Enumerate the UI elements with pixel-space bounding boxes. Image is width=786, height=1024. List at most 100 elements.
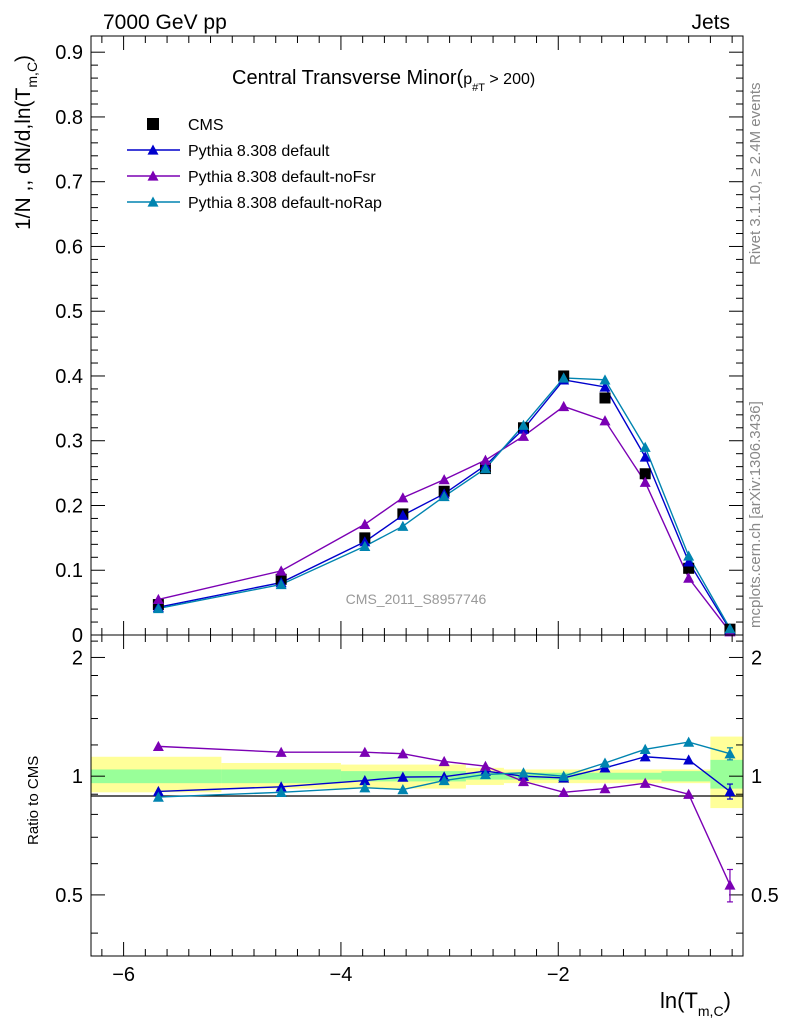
ratio-data-point bbox=[359, 782, 371, 793]
main-y-tick-label: 0.6 bbox=[55, 236, 83, 258]
ratio-data-point bbox=[724, 785, 736, 797]
main-y-tick-label: 0.2 bbox=[55, 495, 83, 517]
ratio-band-inner bbox=[710, 759, 743, 789]
ratio-series-line bbox=[158, 741, 731, 798]
mc-data-point bbox=[438, 474, 450, 485]
mc-data-point bbox=[359, 518, 371, 529]
mc-data-point bbox=[683, 550, 695, 561]
mc-data-point bbox=[152, 602, 164, 614]
ratio-data-point bbox=[639, 777, 651, 788]
ratio-data-point bbox=[639, 743, 651, 754]
main-y-tick-label: 0.9 bbox=[55, 42, 83, 64]
mc-data-point bbox=[479, 454, 491, 465]
ratio-y-tick-label-right: 0.5 bbox=[751, 885, 779, 907]
rivet-label: Rivet 3.1.10, ≥ 2.4M events bbox=[747, 83, 764, 266]
plot-title: Central Transverse Minor(p#T > 200) bbox=[232, 67, 535, 94]
mc-data-point bbox=[479, 463, 491, 474]
mc-data-point bbox=[599, 374, 611, 385]
ratio-band-inner bbox=[661, 771, 711, 782]
ratio-y-tick-label-left: 2 bbox=[72, 647, 83, 669]
ratio-frame bbox=[90, 634, 744, 957]
mc-data-point bbox=[359, 540, 371, 551]
ratio-panel: 0.5 0.5 1 1 2 2 −6 −4 −2 Ratio to CMS bbox=[25, 634, 779, 986]
main-y-tick-label: 0.8 bbox=[55, 107, 83, 129]
legend: CMS Pythia 8.308 default Pythia 8.308 defa… bbox=[127, 117, 382, 212]
cms-data-point bbox=[599, 392, 611, 404]
ratio-data-point bbox=[152, 740, 164, 752]
mc-data-point bbox=[683, 572, 695, 583]
ratio-data-point bbox=[558, 786, 570, 798]
x-tick-label: −2 bbox=[547, 964, 570, 986]
legend-label: CMS bbox=[188, 117, 224, 134]
x-tick-label: −4 bbox=[330, 964, 353, 986]
ratio-axis-ticks: 0.5 0.5 1 1 2 2 −6 −4 −2 bbox=[55, 635, 779, 986]
plot-title-sub: #T bbox=[472, 82, 485, 94]
mc-data-point bbox=[558, 372, 570, 383]
legend-marker-triangle bbox=[147, 170, 159, 181]
plot-title-p: p bbox=[463, 71, 472, 88]
main-series-line bbox=[158, 405, 731, 633]
ratio-data-point bbox=[438, 775, 450, 786]
legend-label: Pythia 8.308 default bbox=[188, 143, 330, 160]
mc-data-point bbox=[517, 430, 529, 441]
mc-data-point bbox=[152, 593, 164, 605]
mc-data-point bbox=[724, 623, 736, 634]
ratio-data-point bbox=[275, 746, 287, 757]
main-series-group bbox=[152, 370, 736, 637]
ratio-y-axis-label: Ratio to CMS bbox=[25, 756, 42, 845]
main-y-tick-label: 0.3 bbox=[55, 431, 83, 453]
ratio-data-point bbox=[152, 785, 164, 797]
ratio-y-tick-label-left: 0.5 bbox=[55, 885, 83, 907]
header-right: Jets bbox=[691, 11, 730, 34]
main-y-tick-label: 0.7 bbox=[55, 172, 83, 194]
ratio-y-tick-label-left: 1 bbox=[72, 766, 83, 788]
ratio-band-inner bbox=[221, 769, 341, 784]
ratio-data-point bbox=[397, 784, 409, 795]
ratio-data-point bbox=[517, 775, 529, 787]
legend-label: Pythia 8.308 default-noFsr bbox=[188, 169, 376, 186]
plot-title-main: Central Transverse Minor( bbox=[232, 67, 464, 89]
legend-marker-triangle bbox=[147, 144, 159, 155]
ratio-data-point bbox=[599, 757, 611, 768]
legend-marker-square bbox=[147, 118, 159, 130]
mc-data-point bbox=[397, 492, 409, 503]
x-axis-label: ln(Tm,C) bbox=[660, 988, 731, 1019]
ratio-data-point bbox=[397, 771, 409, 782]
mc-data-point bbox=[639, 451, 651, 462]
main-y-tick-label: 0.1 bbox=[55, 560, 83, 582]
ratio-data-point bbox=[275, 786, 287, 798]
legend-marker-triangle bbox=[147, 196, 159, 207]
main-y-tick-label: 0.5 bbox=[55, 301, 83, 323]
mc-data-point bbox=[397, 509, 409, 520]
main-axis-ticks: 0.1 0.2 0.3 0.4 0.5 0.6 0.7 0.8 0.9 0 bbox=[55, 36, 743, 647]
mc-data-point bbox=[397, 520, 409, 531]
main-y-axis-label: 1/N ,, dN/d,ln(Tm,C) bbox=[12, 55, 40, 230]
mc-data-point bbox=[275, 565, 287, 576]
ratio-data-point bbox=[152, 791, 164, 802]
mcplots-label: mcplots.cern.ch [arXiv:1306.3436] bbox=[747, 401, 764, 628]
main-y-tick-label: 0 bbox=[72, 625, 83, 647]
ratio-y-tick-label-right: 2 bbox=[751, 647, 762, 669]
mc-data-point bbox=[438, 490, 450, 502]
ratio-data-point bbox=[683, 788, 695, 799]
ratio-band-inner bbox=[503, 772, 662, 780]
ratio-data-point bbox=[724, 879, 736, 890]
ratio-series-group bbox=[152, 736, 736, 903]
mc-data-point bbox=[599, 415, 611, 426]
ratio-data-point bbox=[558, 770, 570, 781]
ratio-data-point bbox=[683, 754, 695, 765]
ratio-band-inner bbox=[91, 769, 222, 784]
ratio-data-point bbox=[639, 751, 651, 762]
watermark: CMS_2011_S8957746 bbox=[346, 591, 487, 607]
ratio-data-point bbox=[479, 760, 491, 771]
mc-data-point bbox=[639, 441, 651, 452]
main-panel: 0.1 0.2 0.3 0.4 0.5 0.6 0.7 0.8 0.9 0 CMS_2011_S8… bbox=[12, 35, 744, 647]
mc-data-point bbox=[275, 578, 287, 590]
ratio-data-point bbox=[438, 755, 450, 767]
mc-data-point bbox=[558, 400, 570, 412]
ratio-y-tick-label-right: 1 bbox=[751, 766, 762, 788]
mc-data-point bbox=[517, 419, 529, 430]
plot-title-tail: > 200) bbox=[485, 71, 535, 88]
mc-data-point bbox=[683, 556, 695, 567]
